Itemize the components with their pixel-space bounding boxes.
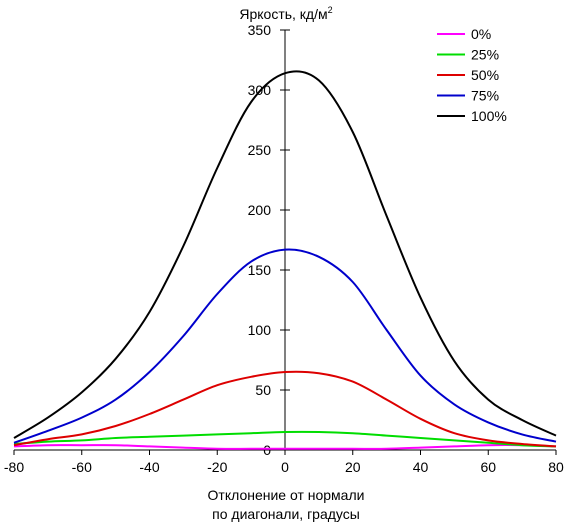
- series-line-1: [13, 430, 557, 448]
- legend-label-2: 50%: [471, 67, 499, 83]
- x-tick-label: -40: [139, 459, 159, 475]
- y-tick-label: 50: [255, 382, 271, 398]
- y-tick-label: 200: [248, 202, 272, 218]
- axes: -80 -60 -40 -20 0 20 40 60 800501001502002503003…: [4, 22, 564, 475]
- x-axis-label-line2: по диагонали, градусы: [212, 506, 360, 522]
- legend-label-1: 25%: [471, 47, 499, 63]
- y-tick-label: 100: [248, 322, 272, 338]
- x-axis-label-line1: Отклонение от нормали: [208, 487, 365, 503]
- y-tick-label: 0: [263, 442, 271, 458]
- x-tick-label: -20: [207, 459, 227, 475]
- series-line-2: [13, 370, 557, 448]
- series-line-0: [13, 444, 557, 450]
- legend-label-0: 0%: [471, 26, 491, 42]
- x-tick-label: 80: [548, 459, 564, 475]
- x-tick-label: 40: [413, 459, 429, 475]
- y-tick-label: 150: [248, 262, 272, 278]
- x-tick-label: -80: [4, 459, 24, 475]
- legend-label-4: 100%: [471, 108, 507, 124]
- legend-label-3: 75%: [471, 88, 499, 104]
- x-tick-label: 0: [281, 459, 289, 475]
- y-tick-label: 350: [248, 22, 272, 38]
- series-lines: [13, 70, 557, 450]
- series-line-4: [13, 70, 557, 439]
- y-tick-label: 250: [248, 142, 272, 158]
- series-line-3: [13, 248, 557, 444]
- legend: 0% 25% 50% 75% 100%: [437, 26, 507, 124]
- chart-title: Яркость, кд/м2: [239, 5, 332, 22]
- x-tick-label: -60: [72, 459, 92, 475]
- x-tick-label: 60: [480, 459, 496, 475]
- x-tick-label: 20: [345, 459, 361, 475]
